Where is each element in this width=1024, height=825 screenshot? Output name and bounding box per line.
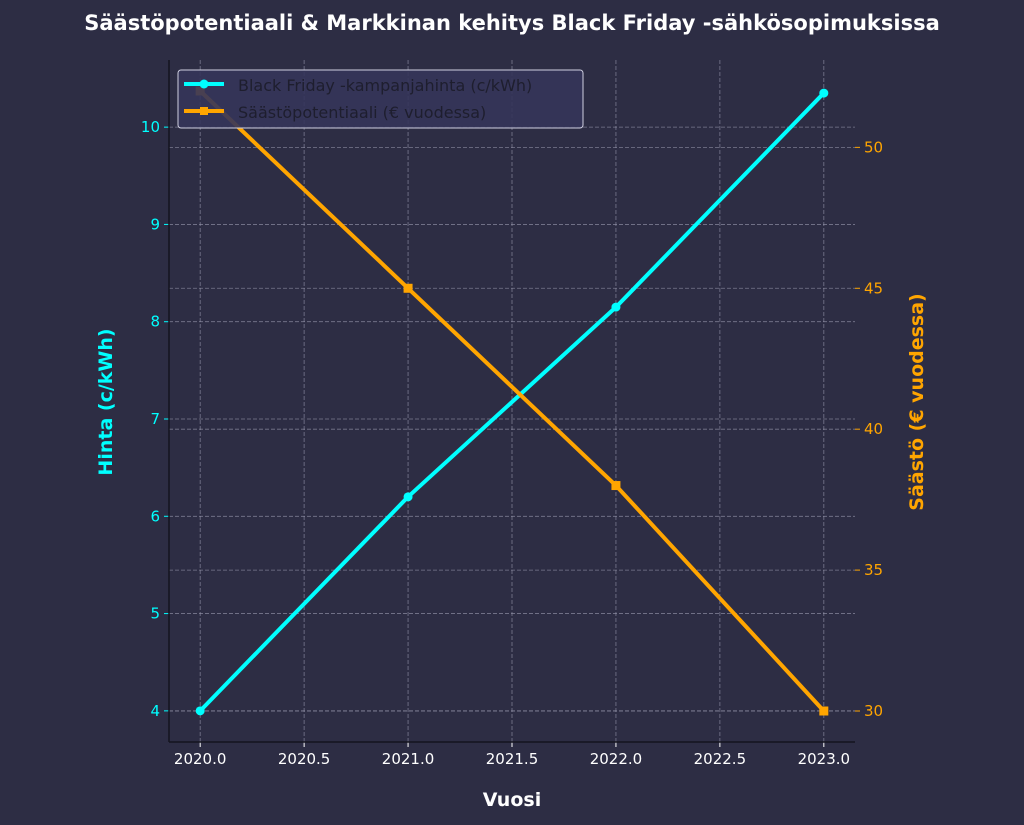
data-point-0 [195, 706, 205, 716]
y-left-tick-label: 4 [150, 702, 160, 720]
grid [169, 60, 855, 742]
data-point-1 [403, 283, 413, 293]
chart-title: Säästöpotentiaali & Markkinan kehitys Bl… [84, 11, 940, 35]
y-axis-left-label: Hinta (c/kWh) [95, 328, 117, 475]
data-point-0 [819, 88, 829, 98]
y-right-tick-label: 45 [864, 279, 883, 297]
data-point-1 [819, 706, 829, 716]
y-left-tick-label: 10 [141, 118, 160, 136]
x-tick-label: 2021.0 [382, 750, 435, 768]
data-point-1 [611, 481, 621, 491]
y-left-tick-label: 9 [150, 215, 160, 233]
axes: 2020.0 2020.5 2021.0 2021.5 2022.0 2022.5 2023… [141, 60, 883, 768]
y-left-tick-label: 8 [150, 313, 160, 331]
legend-marker-savings [200, 107, 208, 115]
series-line-0 [198, 91, 826, 713]
data-point-0 [403, 492, 413, 502]
y-left-tick-label: 6 [150, 507, 160, 525]
y-right-tick-label: 50 [864, 138, 883, 156]
x-tick-label: 2022.0 [590, 750, 643, 768]
y-left-tick-label: 5 [150, 605, 160, 623]
data-point-0 [611, 302, 621, 312]
x-tick-label: 2020.0 [174, 750, 227, 768]
y-axis-right-label: Säästö (€ vuodessa) [906, 293, 928, 510]
legend-marker-price [199, 79, 209, 89]
x-tick-label: 2020.5 [278, 750, 331, 768]
legend: Black Friday -kampanjahinta (c/kWh) Sääs… [177, 69, 584, 129]
x-tick-label: 2021.5 [486, 750, 539, 768]
legend-label-price: Black Friday -kampanjahinta (c/kWh) [238, 76, 532, 95]
y-right-tick-label: 30 [864, 702, 883, 720]
legend-label-savings: Säästöpotentiaali (€ vuodessa) [238, 103, 486, 122]
y-right-tick-label: 40 [864, 420, 883, 438]
y-left-tick-label: 7 [150, 410, 160, 428]
y-right-tick-label: 35 [864, 561, 883, 579]
x-axis-label: Vuosi [483, 789, 541, 811]
series-line-1 [198, 89, 826, 713]
x-tick-label: 2023.0 [798, 750, 851, 768]
x-tick-label: 2022.5 [694, 750, 747, 768]
